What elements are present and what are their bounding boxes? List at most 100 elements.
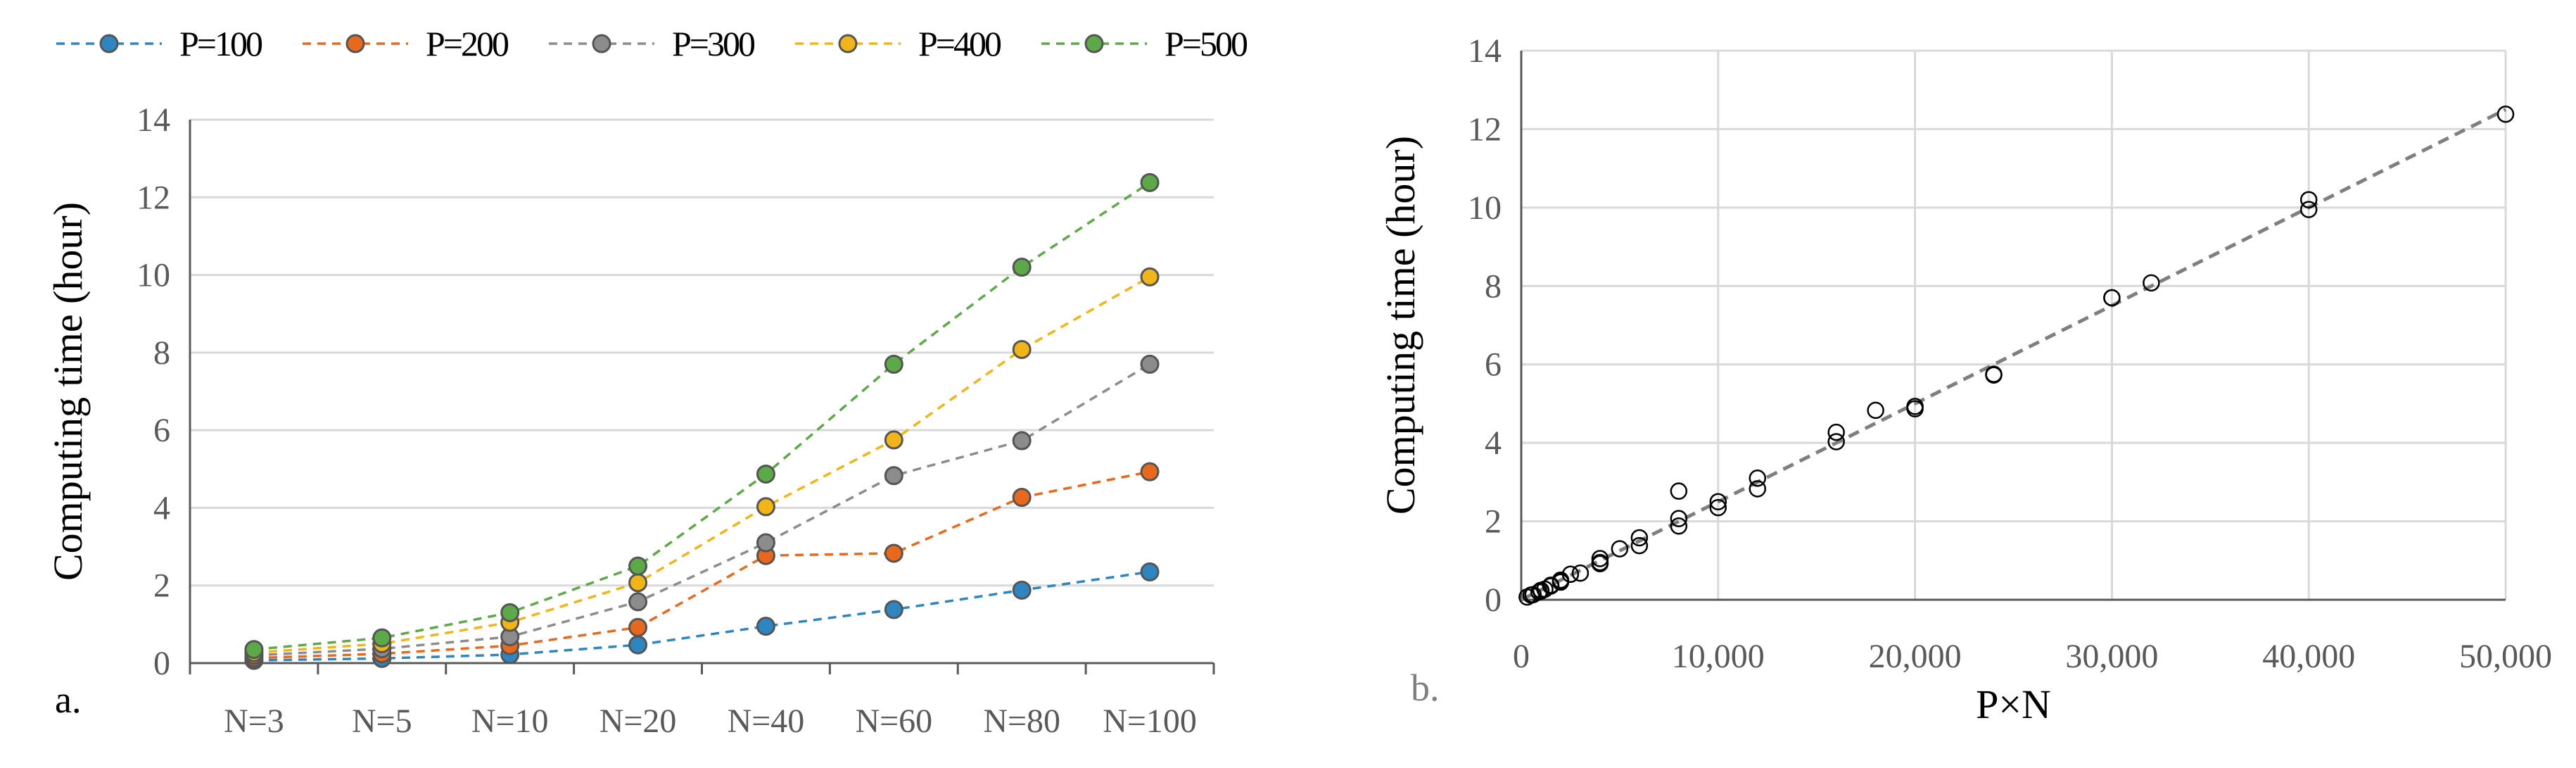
x-tick-label: N=5	[352, 703, 412, 740]
data-point	[1867, 401, 1884, 420]
data-point	[628, 573, 648, 593]
legend-label: P=500	[1165, 24, 1248, 63]
data-point	[884, 430, 903, 450]
data-point	[1561, 565, 1580, 584]
legend-label: P=300	[672, 24, 755, 63]
y-tick-label: 14	[137, 101, 170, 139]
series-line	[253, 181, 1151, 651]
data-point	[1012, 339, 1032, 359]
series-P=300	[244, 354, 1160, 665]
y-tick-label: 2	[1485, 503, 1502, 541]
x-tick-label: 0	[1513, 638, 1530, 675]
x-tick-label: 40,000	[2262, 638, 2355, 675]
data-point	[1140, 267, 1160, 287]
legend-item: P=200	[303, 24, 511, 63]
data-point	[1140, 172, 1160, 192]
data-point	[1670, 482, 1688, 500]
panel-label-b: b.	[1411, 667, 1440, 709]
x-tick-label: 50,000	[2459, 638, 2552, 675]
y-tick-label: 12	[137, 179, 170, 216]
scatter-points	[1518, 106, 2515, 606]
data-point	[756, 617, 775, 636]
legend-marker	[838, 34, 858, 53]
data-point	[2299, 191, 2318, 208]
data-point	[1591, 550, 1609, 567]
legend-item: P=300	[549, 24, 757, 63]
series-line	[253, 275, 1150, 654]
x-tick-label: N=100	[1103, 703, 1197, 740]
data-point	[756, 497, 775, 517]
data-point	[628, 592, 648, 612]
legend-item: P=400	[795, 24, 1003, 63]
legend-marker	[345, 34, 365, 53]
x-tick-label: N=20	[599, 703, 677, 740]
data-point	[1012, 580, 1032, 600]
y-tick-label: 10	[137, 257, 170, 294]
x-tick-label: 20,000	[1869, 638, 1962, 675]
y-tick-label: 8	[1485, 267, 1502, 305]
data-point	[1611, 540, 1629, 558]
data-point	[1630, 536, 1649, 555]
data-point	[1906, 400, 1924, 417]
x-tick-label: 30,000	[2065, 638, 2158, 675]
data-point	[1749, 470, 1767, 487]
data-point	[1630, 529, 1649, 547]
data-point	[2496, 106, 2515, 123]
y-tick-label: 12	[1468, 111, 1502, 148]
y-tick-label: 8	[153, 334, 170, 372]
legend-label: P=100	[179, 24, 262, 63]
x-tick-label: 10,000	[1672, 638, 1765, 675]
data-point	[628, 635, 648, 655]
data-point	[1709, 498, 1727, 517]
trendline	[1520, 108, 2507, 602]
data-point	[884, 466, 903, 486]
data-point	[1709, 493, 1727, 510]
series-line	[253, 570, 1150, 662]
y-tick-label: 0	[153, 645, 170, 682]
data-point	[1670, 510, 1688, 527]
data-point	[1012, 488, 1032, 508]
data-point	[884, 600, 903, 619]
chart-a: 0 2 4 6 8 10 12 14 N=3 N=5 N=10 N=20 N=40 N=60 N=80 N=1…	[45, 24, 1250, 740]
data-point	[628, 556, 648, 576]
data-point	[1542, 577, 1560, 595]
chart-b: 0 2 4 6 8 10 12 14 0 10,000 20,000 30,000 40,000 50,0…	[1378, 32, 2552, 727]
legend-label: P=200	[426, 24, 509, 63]
data-point	[500, 603, 520, 622]
series-line	[253, 470, 1150, 660]
panel-label-a: a.	[55, 679, 81, 721]
x-tick-label: N=60	[855, 703, 932, 740]
series-P=400	[244, 267, 1160, 662]
legend-marker	[592, 34, 611, 53]
y-tick-label: 10	[1468, 189, 1502, 227]
data-point	[2299, 201, 2318, 218]
x-tick-label: N=3	[224, 703, 284, 740]
series-line	[253, 363, 1150, 657]
data-point	[1827, 423, 1845, 441]
data-point	[372, 628, 392, 648]
data-point	[756, 464, 775, 484]
data-point	[1012, 431, 1032, 451]
data-point	[884, 543, 903, 563]
y-tick-label: 14	[1468, 32, 1502, 70]
x-axis-label: P×N	[1976, 681, 2051, 727]
y-tick-label: 4	[1485, 424, 1502, 462]
data-point	[2103, 289, 2121, 307]
legend-marker	[1084, 34, 1104, 53]
data-point	[1012, 258, 1032, 277]
data-point	[1140, 462, 1160, 481]
y-tick-label: 6	[1485, 346, 1502, 384]
data-point	[1827, 433, 1845, 451]
data-point	[2143, 274, 2160, 292]
legend-label: P=400	[918, 24, 1001, 63]
data-point	[1985, 365, 2003, 383]
data-point	[628, 617, 648, 637]
y-tick-label: 6	[153, 412, 170, 449]
legend-marker	[99, 34, 119, 53]
legend-item: P=500	[1041, 24, 1250, 63]
data-point	[1552, 571, 1570, 589]
y-tick-label: 4	[153, 489, 170, 527]
data-point	[1749, 480, 1767, 498]
x-tick-label: N=80	[983, 703, 1060, 740]
data-point	[1670, 517, 1688, 535]
